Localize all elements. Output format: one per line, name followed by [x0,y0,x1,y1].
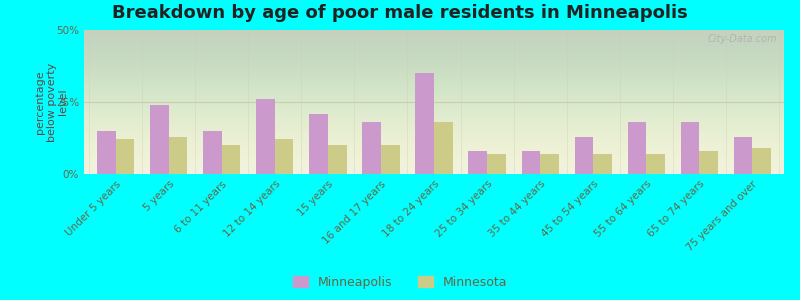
Bar [203,131,222,174]
Bar [222,145,241,174]
Bar [734,136,752,174]
Bar [646,154,665,174]
Bar [540,154,558,174]
Bar [256,99,275,174]
Bar [699,151,718,174]
Bar [150,105,169,174]
Bar [522,151,540,174]
Bar [593,154,612,174]
Bar [362,122,381,174]
Bar [469,151,487,174]
Bar [487,154,506,174]
Bar [627,122,646,174]
Bar [574,136,593,174]
Bar [434,122,453,174]
Bar [310,113,328,174]
Legend: Minneapolis, Minnesota: Minneapolis, Minnesota [288,271,512,294]
Text: Breakdown by age of poor male residents in Minneapolis: Breakdown by age of poor male residents … [112,4,688,22]
Text: City-Data.com: City-Data.com [707,34,777,44]
Bar [381,145,399,174]
Bar [169,136,187,174]
Bar [415,73,434,174]
Bar [98,131,116,174]
Bar [752,148,770,174]
Bar [116,140,134,174]
Bar [328,145,346,174]
Y-axis label: percentage
below poverty
level: percentage below poverty level [35,62,69,142]
Bar [275,140,294,174]
Bar [681,122,699,174]
